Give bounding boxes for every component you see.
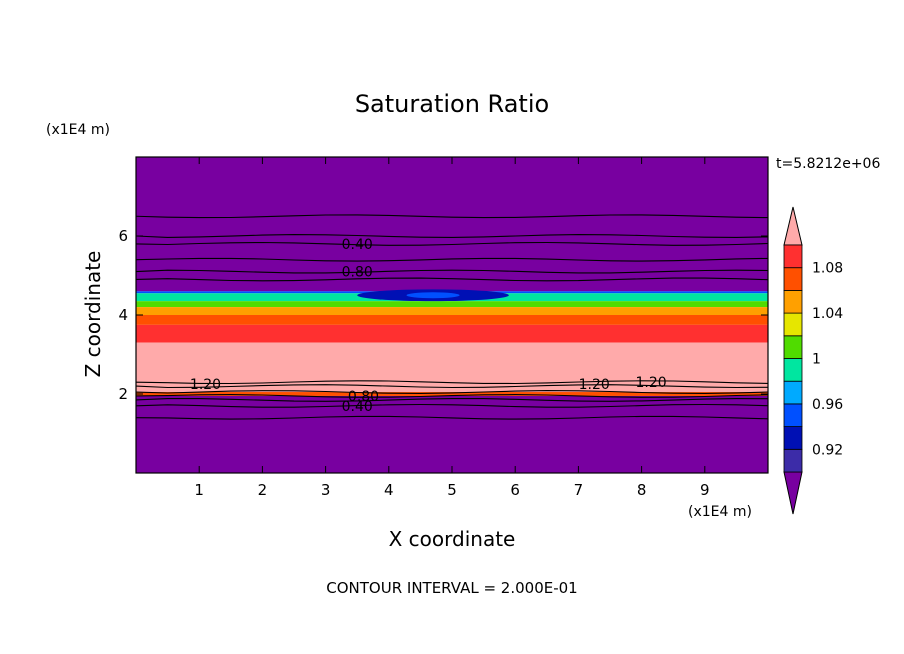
y-axis-label: Z coordinate xyxy=(81,251,105,378)
colorbar-box-5 xyxy=(783,335,803,359)
contour-line-7 xyxy=(135,384,769,389)
colorbar-label-3: 1.04 xyxy=(812,306,843,322)
colorbar-box-6 xyxy=(783,312,803,337)
contour-label-0: 0.40 xyxy=(342,237,373,253)
y-tick-label-4: 4 xyxy=(118,306,128,324)
x-tick-label-7: 7 xyxy=(574,481,584,499)
band-8 xyxy=(136,392,768,396)
x-tick-label-3: 3 xyxy=(321,481,331,499)
x-tick-label-9: 9 xyxy=(700,481,710,499)
x-tick-label-2: 2 xyxy=(258,481,268,499)
colorbar-box-8 xyxy=(783,267,803,291)
colorbar-label-4: 1.08 xyxy=(812,261,843,277)
x-tick-label-4: 4 xyxy=(384,481,394,499)
contour-line-1 xyxy=(135,234,769,238)
x-tick-label-6: 6 xyxy=(510,481,520,499)
x-axis-ticks: 1 2 3 4 5 6 7 8 9 xyxy=(194,157,710,499)
contour-line-12 xyxy=(135,415,769,420)
colorbar-label-2: 1 xyxy=(812,352,821,368)
contour-label-4: 0.40 xyxy=(342,399,373,415)
contour-line-8 xyxy=(135,390,769,394)
contour-line-3 xyxy=(135,257,769,262)
colorbar-box-1 xyxy=(783,426,803,450)
time-label: t=5.8212e+06 xyxy=(776,156,880,172)
dry-anomaly-core xyxy=(406,292,460,299)
colorbar-box-7 xyxy=(783,289,803,314)
contour-line-11 xyxy=(135,403,769,408)
colorbar-max-arrow xyxy=(783,206,803,246)
contour-label-3: 0.80 xyxy=(348,389,379,405)
colorbar-box-3 xyxy=(783,380,803,405)
contour-fills xyxy=(136,157,768,473)
contour-labels: 0.400.801.200.800.401.20 1.20 xyxy=(190,237,667,415)
colorbar-box-9 xyxy=(783,244,803,269)
contour-line-4 xyxy=(135,269,769,274)
band-9 xyxy=(136,395,768,473)
contour-label-2: 1.20 xyxy=(190,377,221,393)
contour-label-1: 0.80 xyxy=(342,265,373,281)
contour-line-10 xyxy=(135,398,769,402)
colorbar-box-0 xyxy=(783,448,803,473)
y-axis-ticks: 2 4 6 xyxy=(118,227,768,403)
y-tick-label-6: 6 xyxy=(118,227,128,245)
band-5 xyxy=(136,315,768,325)
colorbar-box-4 xyxy=(783,358,803,382)
y-tick-label-2: 2 xyxy=(118,385,128,403)
contour-line-0 xyxy=(135,214,769,219)
band-0 xyxy=(136,157,768,292)
contour-line-2 xyxy=(135,241,769,246)
colorbar-box-2 xyxy=(783,403,803,427)
band-7 xyxy=(136,342,768,393)
colorbar-label-1: 0.96 xyxy=(812,397,843,413)
contour-line-5 xyxy=(135,277,769,282)
chart-title: Saturation Ratio xyxy=(355,90,549,118)
contour-label-5: 1.20 xyxy=(579,377,610,393)
x-tick-label-5: 5 xyxy=(447,481,457,499)
contour-label-6: 1.20 xyxy=(635,375,666,391)
colorbar-label-0: 0.92 xyxy=(812,442,843,458)
x-tick-label-8: 8 xyxy=(637,481,647,499)
contour-lines xyxy=(135,214,769,420)
contour-interval-footer: CONTOUR INTERVAL = 2.000E-01 xyxy=(326,579,577,597)
band-6 xyxy=(136,324,768,343)
band-4 xyxy=(136,307,768,315)
colorbar: 0.92 0.96 1 1.04 1.08 xyxy=(783,206,843,515)
band-3 xyxy=(136,301,768,308)
contour-line-6 xyxy=(135,380,769,385)
contour-line-9 xyxy=(135,394,769,398)
x-axis-label: X coordinate xyxy=(389,527,516,551)
x-tick-label-1: 1 xyxy=(194,481,204,499)
y-unit-label: (x1E4 m) xyxy=(46,122,110,138)
colorbar-min-arrow xyxy=(783,471,803,515)
x-unit-label: (x1E4 m) xyxy=(688,504,752,520)
